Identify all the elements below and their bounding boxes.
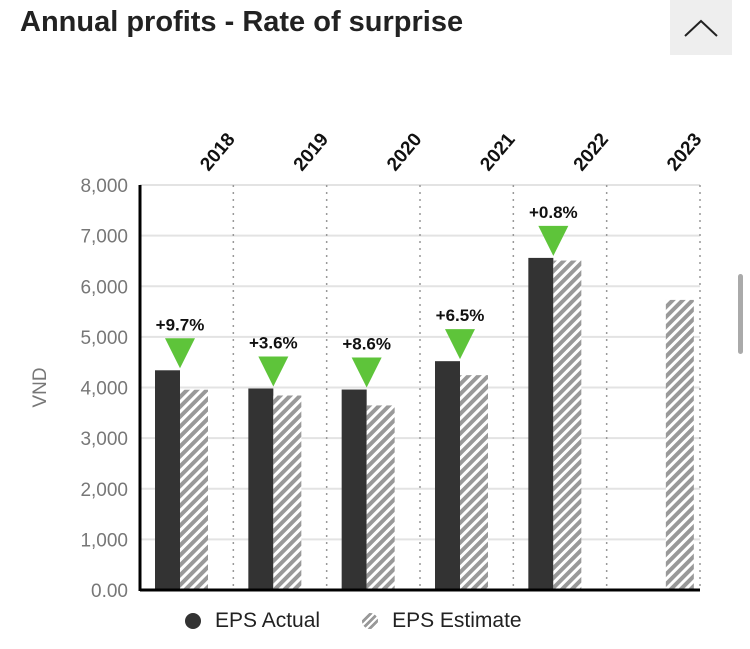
x-tick-label: 2019 [290, 129, 333, 175]
legend-actual-marker [185, 613, 201, 629]
surprise-label: +6.5% [436, 306, 485, 325]
surprise-label: +3.6% [249, 334, 298, 353]
y-tick-label: 0.00 [91, 581, 128, 600]
surprise-label: +0.8% [529, 203, 578, 222]
x-tick-label: 2020 [383, 129, 426, 175]
chart: 0.00 1,000 2,000 3,000 4,000 5,000 6,000 7,000 8… [30, 129, 706, 600]
y-tick-label: 2,000 [80, 480, 128, 501]
legend-eps-estimate[interactable]: EPS Estimate [362, 609, 522, 633]
bar-eps-estimate[interactable] [665, 299, 694, 590]
y-tick-label: 5,000 [80, 328, 128, 349]
y-tick-label: 4,000 [80, 379, 128, 400]
legend-eps-actual[interactable]: EPS Actual [185, 609, 320, 633]
collapse-button[interactable] [670, 0, 732, 55]
legend-actual-label: EPS Actual [215, 609, 321, 632]
surprise-marker-icon [165, 338, 195, 369]
y-axis-label: VND [30, 367, 51, 407]
surprise-marker-icon [351, 357, 382, 388]
bar-eps-actual[interactable] [155, 370, 180, 590]
scrollbar[interactable] [738, 274, 743, 354]
bar-eps-actual[interactable] [341, 389, 367, 590]
bar-eps-estimate[interactable] [553, 260, 582, 590]
bar-eps-estimate[interactable] [180, 389, 208, 590]
x-tick-label: 2018 [196, 129, 239, 175]
y-tick-label: 3,000 [80, 429, 128, 450]
bar-eps-estimate[interactable] [366, 405, 395, 590]
legend-estimate-label: EPS Estimate [392, 609, 522, 632]
bar-eps-estimate[interactable] [273, 395, 302, 590]
surprise-marker-icon [445, 329, 475, 360]
surprise-label: +9.7% [156, 315, 205, 334]
y-tick-label: 7,000 [80, 227, 128, 248]
legend: EPS Actual EPS Estimate [185, 609, 522, 633]
surprise-marker-icon [538, 225, 569, 256]
chevron-up-icon [684, 19, 718, 37]
y-tick-label: 6,000 [80, 277, 128, 298]
bar-eps-actual[interactable] [435, 361, 460, 590]
legend-estimate-marker [362, 613, 379, 629]
surprise-marker-icon [258, 356, 289, 387]
y-tick-label: 1,000 [80, 530, 128, 551]
page-title: Annual profits - Rate of surprise [20, 6, 464, 38]
x-tick-label: 2022 [570, 129, 613, 175]
x-tick-label: 2023 [663, 129, 706, 175]
surprise-label: +8.6% [342, 335, 391, 354]
x-tick-label: 2021 [476, 129, 520, 175]
y-tick-label: 8,000 [80, 176, 128, 197]
bar-eps-actual[interactable] [248, 388, 274, 590]
bar-eps-actual[interactable] [528, 257, 554, 590]
bar-eps-estimate[interactable] [460, 375, 488, 590]
